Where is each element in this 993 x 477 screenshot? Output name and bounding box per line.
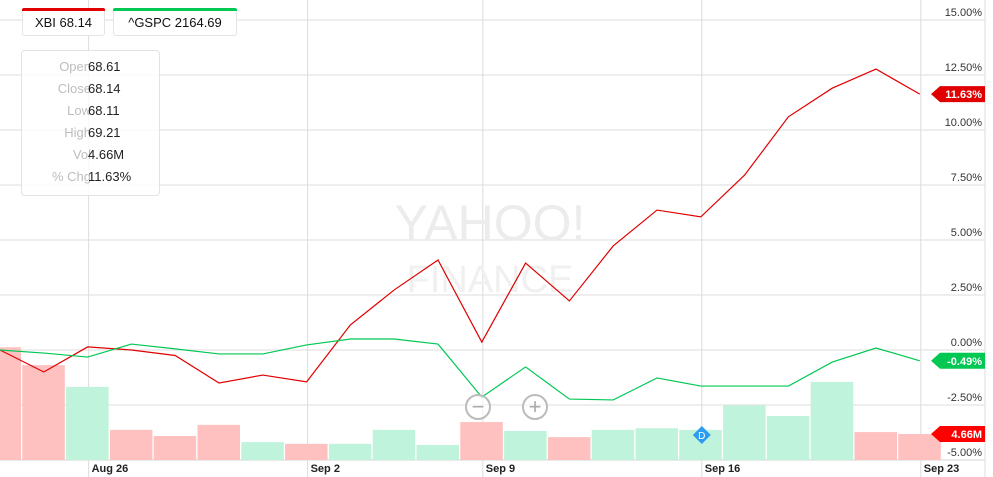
tooltip-key: Open — [59, 59, 91, 74]
xbi-last-value-tag-text: 11.63% — [945, 89, 982, 101]
volume-bar — [635, 428, 678, 460]
series-line-gspc — [0, 338, 920, 401]
tooltip-key: Close — [57, 81, 91, 96]
gspc-last-value-tag-text: -0.49% — [947, 356, 982, 368]
y-tick-label: -2.50% — [947, 392, 982, 404]
volume-bar — [766, 415, 810, 460]
tooltip-value: 11.63% — [88, 169, 132, 184]
y-tick-label: -5.00% — [947, 447, 982, 459]
series-line-xbi — [0, 68, 921, 384]
xbi-last-value-tag: 11.63% — [931, 86, 985, 103]
tooltip-value: 69.21 — [88, 125, 121, 140]
legend-xbi-label: XBI 68.14 — [34, 14, 93, 30]
dividend-marker[interactable]: D — [692, 426, 711, 444]
volume-bar — [723, 405, 766, 460]
volume-bar — [197, 424, 240, 460]
tooltip-key: High — [64, 125, 91, 140]
watermark-line1: YAHOO! — [395, 195, 586, 251]
tooltip-row: % Chg 11.63% — [22, 169, 159, 191]
zoom-in-button[interactable]: + — [522, 394, 548, 420]
volume-bar — [591, 429, 635, 460]
volume-bar — [898, 434, 941, 460]
volume-bar — [547, 437, 591, 460]
volume-bar — [810, 381, 854, 460]
volume-bar — [372, 429, 416, 460]
y-tick-label: 10.00% — [945, 117, 983, 129]
y-tick-label: 5.00% — [951, 227, 982, 239]
y-tick-label: 12.50% — [945, 62, 983, 74]
tooltip-key: Vol — [72, 147, 91, 162]
dividend-label: D — [698, 431, 705, 442]
y-tick-label: 7.50% — [951, 172, 982, 184]
x-tick-label: Aug 26 — [92, 463, 129, 475]
volume-last-value-tag-text: 4.66M — [951, 429, 982, 441]
volume-bar — [854, 432, 897, 460]
volume-bar — [153, 436, 197, 460]
volume-bar — [460, 422, 503, 460]
x-tick-label: Sep 9 — [486, 463, 515, 475]
y-tick-label: 0.00% — [951, 337, 982, 349]
watermark: YAHOO! FINANCE — [395, 195, 586, 301]
tooltip-key: Low — [67, 103, 91, 118]
volume-bar — [416, 444, 459, 460]
tooltip-value: 4.66M — [88, 147, 125, 162]
x-tick-label: Sep 2 — [311, 463, 340, 475]
plus-icon: + — [528, 394, 542, 419]
minus-icon: − — [471, 394, 485, 419]
data-tooltip: Open 68.61 Close 68.14 Low 68.11 High 69.21 Vol 4… — [21, 50, 160, 196]
legend-gspc[interactable]: ^GSPC 2164.69 — [113, 8, 237, 36]
volume-bar — [109, 429, 153, 460]
tooltip-row: Low 68.11 — [22, 103, 159, 125]
tooltip-row: Close 68.14 — [22, 81, 159, 103]
volume-bar — [22, 365, 65, 460]
tooltip-row: High 69.21 — [22, 125, 159, 147]
volume-bar — [504, 430, 547, 460]
volume-bar — [0, 347, 21, 460]
volume-bar — [241, 442, 284, 460]
y-tick-label: 15.00% — [945, 7, 983, 19]
tooltip-key: % Chg — [51, 169, 91, 184]
volume-bar — [328, 443, 372, 460]
legend-gspc-label: ^GSPC 2164.69 — [128, 14, 222, 30]
tooltip-value: 68.61 — [88, 59, 121, 74]
x-tick-label: Sep 23 — [924, 463, 959, 475]
tooltip-value: 68.11 — [88, 103, 120, 118]
volume-last-value-tag: 4.66M — [931, 426, 985, 442]
volume-bar — [285, 443, 328, 460]
tooltip-row: Vol 4.66M — [22, 147, 159, 169]
tooltip-row: Open 68.61 — [22, 59, 159, 81]
watermark-line2: FINANCE — [407, 259, 574, 301]
legend-xbi[interactable]: XBI 68.14 — [22, 8, 105, 36]
volume-bar — [66, 386, 109, 460]
gspc-last-value-tag: -0.49% — [931, 352, 985, 369]
zoom-out-button[interactable]: − — [465, 394, 491, 420]
legend-xbi-color — [22, 8, 105, 11]
tooltip-value: 68.14 — [88, 81, 121, 96]
y-tick-label: 2.50% — [951, 282, 982, 294]
legend-gspc-color — [113, 8, 237, 11]
x-tick-label: Sep 16 — [705, 463, 740, 475]
